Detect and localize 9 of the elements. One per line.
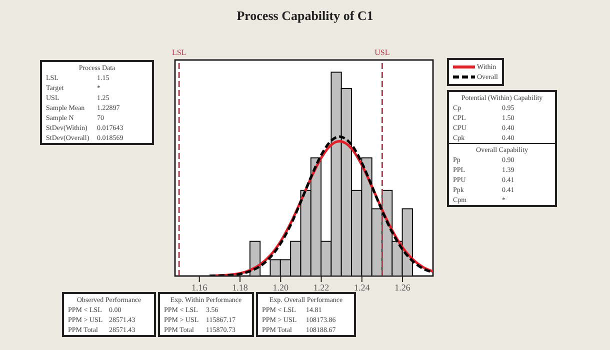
chart-title: Process Capability of C1	[236, 8, 374, 24]
ref-line-label: LSL	[172, 48, 186, 57]
x-tick-label: 1.20	[272, 282, 290, 292]
x-tick-label: 1.18	[232, 282, 248, 292]
ref-line-label: USL	[374, 48, 390, 57]
x-tick-label: 1.26	[394, 282, 411, 292]
x-tick-label: 1.22	[313, 282, 330, 292]
x-tick-label: 1.24	[354, 282, 370, 292]
x-tick-label: 1.16	[192, 282, 208, 292]
